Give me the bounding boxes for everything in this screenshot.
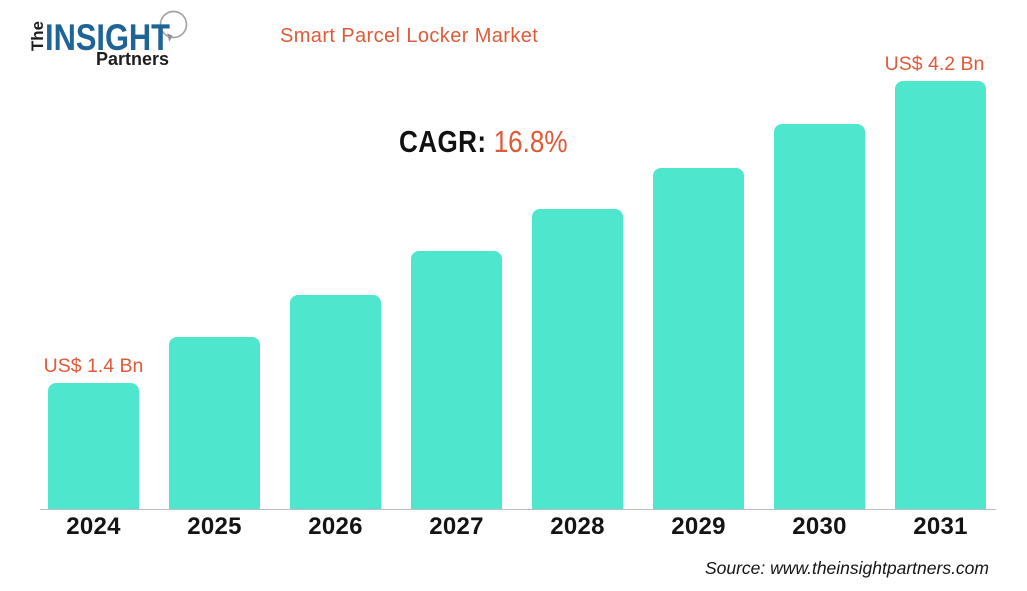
- brand-logo: The INSIGHT Partners: [28, 10, 188, 69]
- magnifier-lens-icon: [159, 10, 188, 39]
- cagr-annotation: CAGR: 16.8%: [399, 124, 568, 160]
- bar-2028: [532, 209, 623, 509]
- logo-the-text: The: [28, 21, 47, 51]
- x-tick-2028: 2028: [550, 513, 605, 540]
- chart-title: Smart Parcel Locker Market: [280, 25, 539, 47]
- bar-2025: [169, 337, 260, 509]
- x-tick-2025: 2025: [187, 513, 242, 540]
- x-tick-2031: 2031: [913, 513, 968, 540]
- bar-2024: [48, 383, 139, 509]
- cagr-label: CAGR:: [399, 124, 487, 159]
- value-label-2024: US$ 1.4 Bn: [43, 355, 144, 377]
- bar-2027: [411, 250, 502, 509]
- x-axis-line: [40, 509, 996, 510]
- bar-2026: [290, 294, 381, 509]
- magnifier-handle: [167, 33, 173, 42]
- bar-2029: [653, 168, 744, 509]
- x-tick-2027: 2027: [429, 513, 484, 540]
- x-tick-2024: 2024: [66, 513, 121, 540]
- cagr-value: 16.8%: [493, 124, 568, 159]
- bar-2031: [895, 81, 986, 509]
- source-note: Source: www.theinsightpartners.com: [704, 558, 989, 578]
- logo-insight-text: INSIGHT: [45, 17, 170, 58]
- value-label-2031: US$ 4.2 Bn: [884, 53, 985, 75]
- bar-2030: [774, 123, 865, 509]
- logo-partners-text: Partners: [96, 48, 169, 69]
- x-tick-2029: 2029: [671, 513, 726, 540]
- x-tick-2030: 2030: [792, 513, 847, 540]
- x-tick-2026: 2026: [308, 513, 363, 540]
